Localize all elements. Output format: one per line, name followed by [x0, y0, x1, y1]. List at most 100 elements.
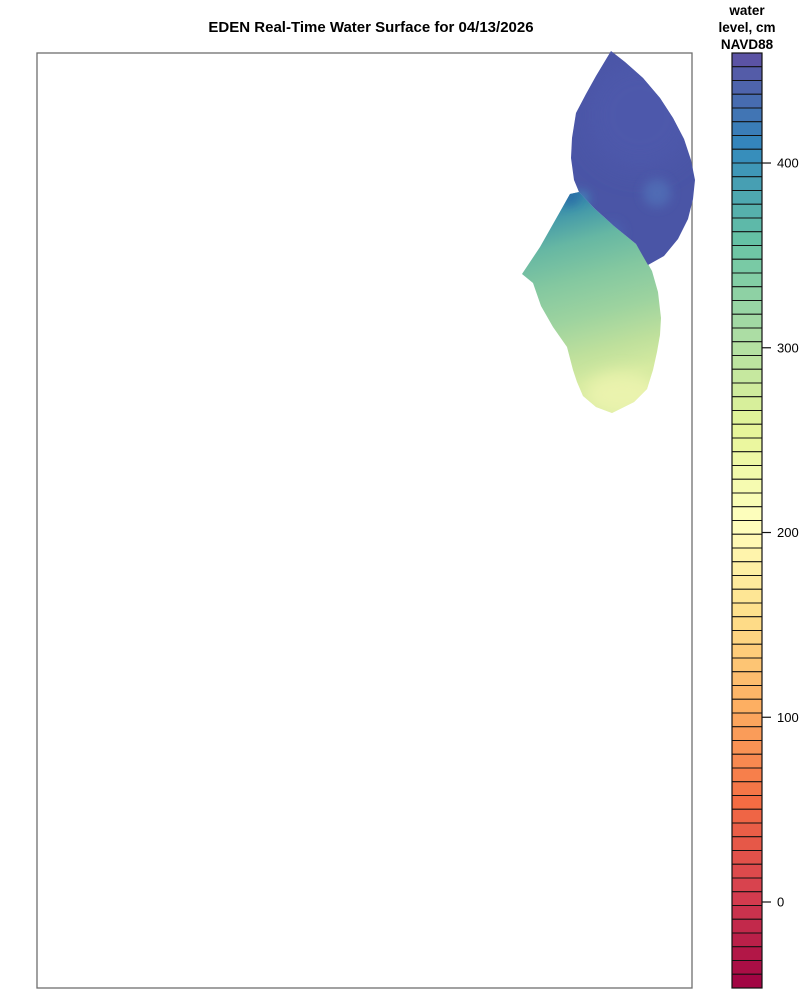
- colorbar-segment: [731, 451, 763, 466]
- colorbar-segment: [731, 231, 763, 246]
- green-wash-west-arm: [45, 315, 365, 505]
- colorbar-segment: [731, 767, 763, 783]
- colorbar-segment: [731, 850, 763, 865]
- colorbar-segment: [731, 836, 763, 851]
- colorbar-segment: [731, 368, 763, 384]
- pale-yellow-center: [350, 335, 580, 525]
- crimson-minimum-core: [107, 646, 193, 824]
- teal-southeast-extension: [237, 417, 333, 507]
- colorbar-segment: [731, 877, 763, 893]
- figure-title: EDEN Real-Time Water Surface for 04/13/2…: [208, 19, 533, 36]
- colorbar-segment: [731, 121, 763, 136]
- colorbar-segment: [731, 657, 763, 673]
- colorbar-segment: [731, 891, 763, 906]
- lower-basin-lighten: [584, 373, 660, 413]
- region-main-landmass: [38, 271, 581, 989]
- colorbar-tick-label: 100: [777, 710, 799, 725]
- colorbar-segment: [731, 396, 763, 411]
- green-upper-middle: [310, 271, 420, 340]
- colorbar-segment: [731, 355, 763, 370]
- colorbar-segment: [731, 726, 763, 741]
- orange-west-band: [51, 530, 269, 630]
- pale-yellow-band: [46, 459, 424, 571]
- colorbar-segment: [731, 327, 763, 343]
- high-basin-light-top: [585, 60, 695, 170]
- colorbar-segment: [731, 313, 763, 329]
- colorbar-tick-label: 300: [777, 340, 799, 355]
- colorbar-segment: [731, 932, 763, 948]
- orange-east-low: [534, 530, 581, 660]
- colorbar-segment: [731, 671, 763, 686]
- yellow-green-middle: [305, 315, 535, 445]
- colorbar-segment: [731, 176, 763, 191]
- colorbar-segment: [731, 781, 763, 796]
- green-dip-core: [273, 491, 313, 535]
- red-south-tip: [350, 910, 540, 989]
- colorbar-segment: [731, 795, 763, 810]
- colorbar-ticks: 0 100 200 300 400: [762, 156, 799, 910]
- colorbar-segment: [731, 520, 763, 535]
- colorbar-segment: [731, 162, 763, 178]
- colorbar-segment: [731, 148, 763, 164]
- crimson-south-edge: [340, 971, 510, 989]
- orange-red-arm-corner: [38, 490, 89, 550]
- colorbar-segment: [731, 423, 763, 439]
- colorbar-segment: [731, 602, 763, 618]
- legend-title-line3: NAVD88: [721, 37, 774, 52]
- high-basin-light-spot: [643, 179, 671, 207]
- colorbar-segment: [731, 973, 763, 989]
- colorbar-tick-label: 0: [777, 895, 784, 910]
- crimson-west-band: [63, 515, 177, 765]
- teal-west-arm-core: [76, 340, 160, 384]
- colorbar-segment: [731, 135, 763, 150]
- colorbar-tick-label: 400: [777, 156, 799, 171]
- colorbar-segment: [731, 808, 763, 824]
- orange-east-band: [512, 370, 581, 630]
- colorbar-frame: [731, 52, 763, 989]
- colorbar-segment: [731, 946, 763, 961]
- colorbar-segment: [731, 217, 763, 233]
- colorbar-segment: [731, 863, 763, 879]
- colorbar-segment: [731, 66, 763, 81]
- colorbar-segment: [731, 561, 763, 576]
- colorbar-segment: [731, 52, 763, 68]
- colorbar-tick-label: 200: [777, 525, 799, 540]
- colorbar-segment: [731, 492, 763, 508]
- teal-west-arm: [65, 327, 235, 423]
- colorbar-segment: [731, 685, 763, 700]
- crimson-west-low: [165, 762, 305, 928]
- colorbar-segment: [731, 616, 763, 631]
- colorbar-segment: [731, 905, 763, 920]
- colorbar-segment: [731, 960, 763, 975]
- colorbar-segment: [731, 80, 763, 95]
- colorbar: [731, 52, 763, 989]
- colorbar-segment: [731, 712, 763, 728]
- dark-teal-basin-tip: [561, 192, 579, 205]
- colorbar-segment: [731, 272, 763, 288]
- colorbar-segment: [731, 630, 763, 645]
- colorbar-segment: [731, 643, 763, 659]
- colorbar-segment: [731, 753, 763, 769]
- colorbar-segment: [731, 506, 763, 521]
- orange-south-central: [270, 615, 570, 895]
- pink-southeast-lobe: [498, 888, 581, 944]
- legend-title-line2: level, cm: [718, 20, 775, 35]
- colorbar-segment: [731, 588, 763, 604]
- colorbar-segment: [731, 437, 763, 453]
- colorbar-segment: [731, 547, 763, 563]
- colorbar-segment: [731, 382, 763, 398]
- colorbar-segment: [731, 740, 763, 755]
- legend-title-line1: water: [728, 3, 765, 18]
- colorbar-segment: [731, 300, 763, 315]
- colorbar-segment: [731, 465, 763, 480]
- colorbar-segment: [731, 203, 763, 219]
- colorbar-segment: [731, 93, 763, 109]
- colorbar-segment: [731, 107, 763, 123]
- colorbar-segment: [731, 245, 763, 260]
- colorbar-segment: [731, 698, 763, 714]
- colorbar-segment: [731, 341, 763, 356]
- colorbar-segment: [731, 286, 763, 301]
- plot-border: [36, 52, 693, 989]
